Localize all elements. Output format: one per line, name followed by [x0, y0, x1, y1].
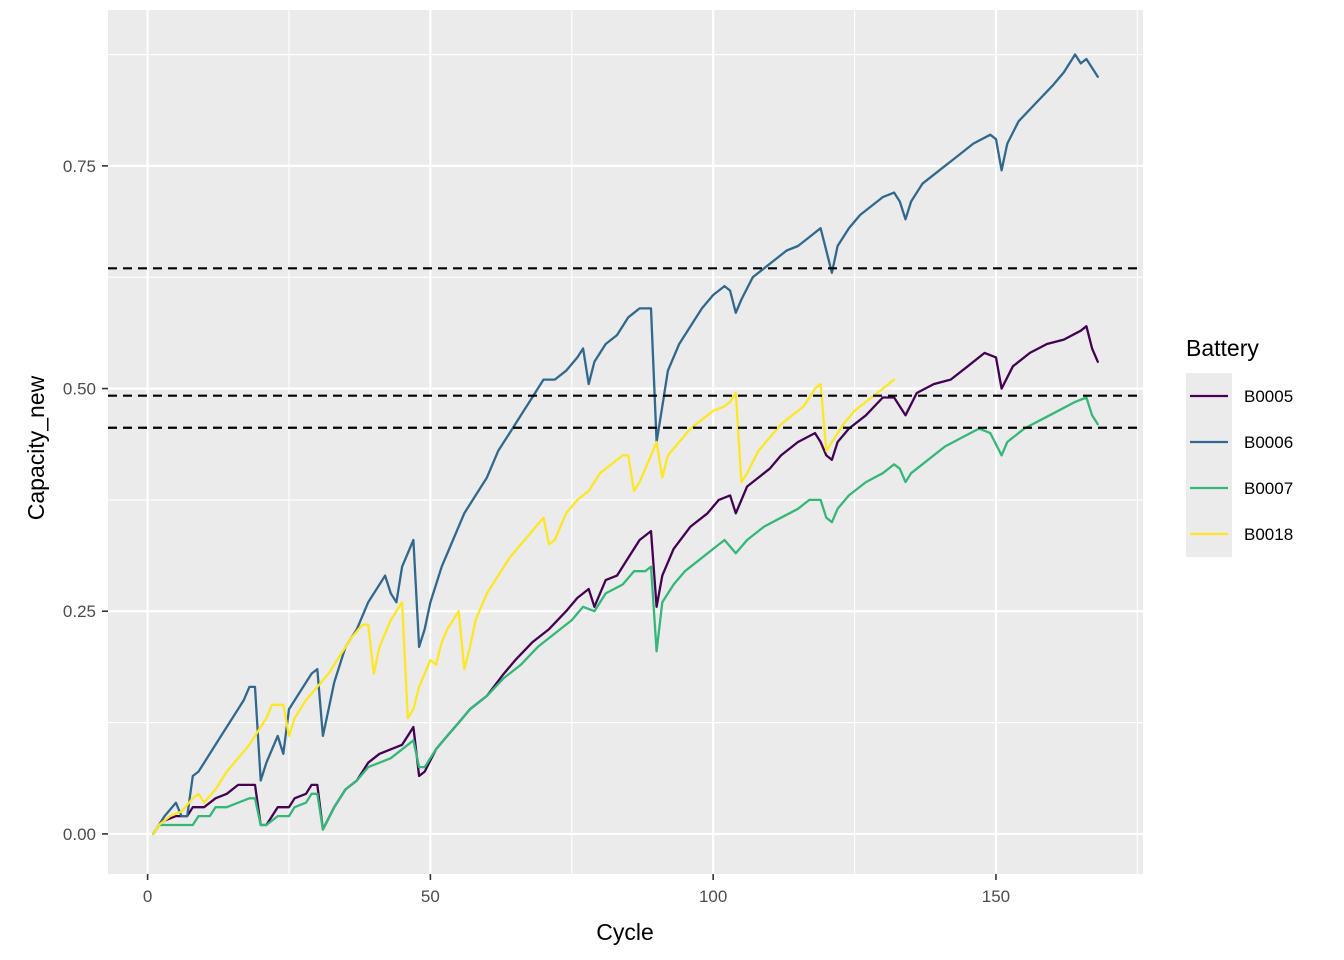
- grid: [108, 10, 1143, 874]
- x-tick-label: 150: [982, 887, 1010, 906]
- legend-title: Battery: [1186, 335, 1259, 361]
- legend-key-background: [1186, 373, 1232, 557]
- y-tick-label: 0.25: [63, 602, 96, 621]
- x-axis-title: Cycle: [596, 919, 654, 945]
- series-line-b0007: [152, 396, 1099, 836]
- x-tick-label: 100: [699, 887, 727, 906]
- legend: Battery B0005 B0006 B0007 B0018: [1186, 335, 1293, 557]
- y-axis: 0.00 0.25 0.50 0.75: [63, 157, 108, 844]
- series-lines: [152, 53, 1099, 836]
- x-tick-label: 50: [421, 887, 440, 906]
- reference-lines: [108, 267, 1143, 429]
- legend-label-b0018: B0018: [1244, 525, 1293, 544]
- x-axis: 0 50 100 150: [143, 874, 1010, 906]
- legend-label-b0005: B0005: [1244, 387, 1293, 406]
- plot-panel: [108, 10, 1143, 874]
- series-line-b0005: [152, 325, 1099, 836]
- x-tick-label: 0: [143, 887, 152, 906]
- y-tick-label: 0.00: [63, 825, 96, 844]
- y-tick-label: 0.75: [63, 157, 96, 176]
- legend-label-b0006: B0006: [1244, 433, 1293, 452]
- series-line-b0018: [152, 378, 896, 836]
- y-tick-label: 0.50: [63, 380, 96, 399]
- series-line-b0006: [152, 53, 1099, 836]
- legend-label-b0007: B0007: [1244, 479, 1293, 498]
- y-axis-title: Capacity_new: [23, 375, 49, 520]
